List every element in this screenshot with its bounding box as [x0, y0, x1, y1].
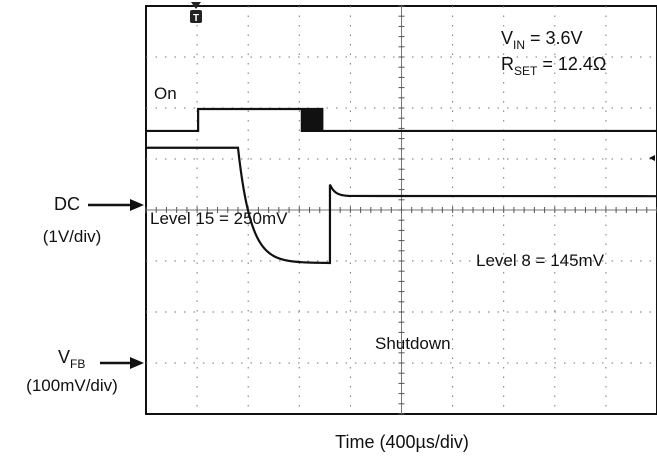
channel-vfb-arrow-icon	[100, 357, 144, 369]
param-rset: RSET = 12.4Ω	[501, 54, 606, 78]
grid	[145, 5, 657, 415]
traces	[146, 107, 657, 265]
annotation-level8: Level 8 = 145mV	[476, 251, 605, 270]
annotation-on: On	[154, 84, 177, 103]
trace-vfb	[146, 146, 657, 265]
channel-vfb-name: VFB	[58, 347, 85, 371]
channel-dc-arrow-icon	[88, 199, 144, 211]
channel-vfb-scale: (100mV/div)	[26, 376, 118, 395]
trigger-marker-icon: T	[190, 2, 202, 24]
trace-dc	[146, 107, 657, 133]
param-vin: VIN = 3.6V	[501, 28, 583, 52]
annotation-shutdown: Shutdown	[375, 334, 451, 353]
ref-arrow-right-icon	[649, 155, 655, 161]
channel-dc-scale: (1V/div)	[43, 227, 102, 246]
annotation-level15: Level 15 = 250mV	[150, 209, 288, 228]
channel-dc-name: DC	[54, 194, 80, 214]
trigger-marker-label: T	[193, 13, 199, 24]
channel-labels: DC (1V/div) VFB (100mV/div)	[26, 194, 144, 395]
x-axis-label: Time (400µs/div)	[335, 432, 469, 452]
